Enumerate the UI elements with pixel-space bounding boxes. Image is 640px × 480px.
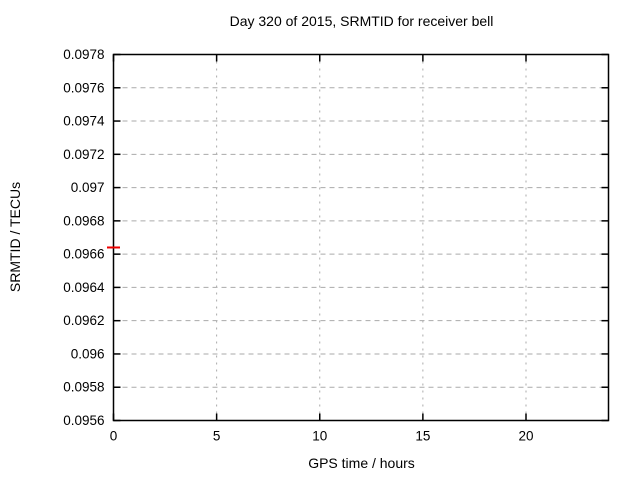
y-tick-label: 0.0968 bbox=[63, 213, 104, 228]
y-tick-label: 0.0956 bbox=[63, 413, 104, 428]
y-tick-label: 0.0972 bbox=[63, 147, 104, 162]
x-tick-label: 20 bbox=[518, 429, 533, 444]
x-axis-label: GPS time / hours bbox=[308, 455, 415, 471]
x-tick-label: 15 bbox=[415, 429, 430, 444]
y-tick-label: 0.0966 bbox=[63, 247, 104, 262]
y-tick-label: 0.0974 bbox=[63, 114, 105, 129]
y-tick-label: 0.0958 bbox=[63, 380, 104, 395]
y-tick-label: 0.097 bbox=[71, 180, 105, 195]
y-tick-label: 0.096 bbox=[71, 346, 105, 361]
plot-border bbox=[112, 53, 610, 422]
y-tick-label: 0.0964 bbox=[63, 280, 105, 295]
y-tick-label: 0.0976 bbox=[63, 80, 104, 95]
x-tick-label: 0 bbox=[110, 429, 118, 444]
chart-title: Day 320 of 2015, SRMTID for receiver bel… bbox=[229, 13, 494, 29]
y-tick-label: 0.0962 bbox=[63, 313, 104, 328]
x-tick-label: 5 bbox=[213, 429, 221, 444]
x-tick-label: 10 bbox=[312, 429, 327, 444]
y-tick-label: 0.0978 bbox=[63, 47, 104, 62]
